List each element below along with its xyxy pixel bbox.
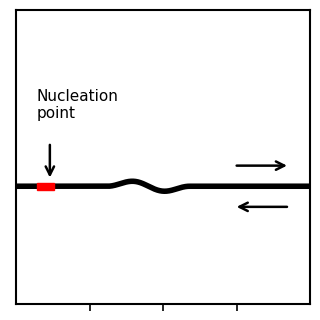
Text: Nucleation
point: Nucleation point xyxy=(36,89,118,122)
Bar xyxy=(36,182,54,190)
